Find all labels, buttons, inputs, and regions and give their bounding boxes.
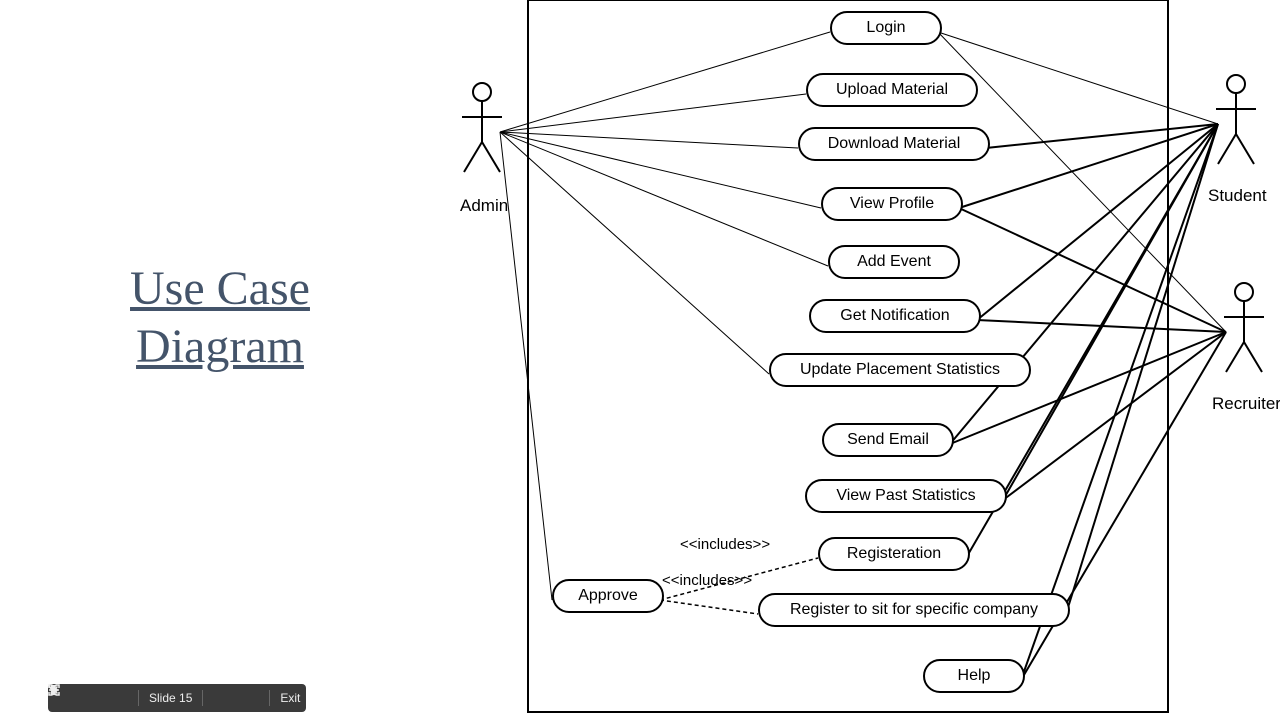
exit-button[interactable]: Exit xyxy=(280,691,300,705)
exit-button-label: Exit xyxy=(280,691,300,705)
usecase-approve: Approve xyxy=(552,579,664,613)
next-slide-button[interactable] xyxy=(110,689,128,707)
actor-label-admin: Admin xyxy=(460,196,508,216)
usecase-login: Login xyxy=(830,11,942,45)
usecase-help: Help xyxy=(923,659,1025,693)
actor-label-student: Student xyxy=(1208,186,1267,206)
slide-indicator-label: Slide 15 xyxy=(149,691,192,705)
gear-icon xyxy=(48,684,60,696)
fullscreen-button[interactable] xyxy=(213,689,231,707)
diagram-canvas: Use CaseDiagram LoginUpload MaterialDown… xyxy=(0,0,1280,720)
usecase-getnotif: Get Notification xyxy=(809,299,981,333)
usecase-updatestats: Update Placement Statistics xyxy=(769,353,1031,387)
settings-button[interactable] xyxy=(241,689,259,707)
usecase-sendemail: Send Email xyxy=(822,423,954,457)
usecase-viewpast: View Past Statistics xyxy=(805,479,1007,513)
usecase-download: Download Material xyxy=(798,127,990,161)
usecase-regcompany: Register to sit for specific company xyxy=(758,593,1070,627)
slide-indicator[interactable]: Slide 15 xyxy=(149,691,192,705)
edge-label-inc2: <<includes>> xyxy=(662,572,752,589)
play-button[interactable] xyxy=(82,689,100,707)
actor-label-recruiter: Recruiter xyxy=(1212,394,1280,414)
usecase-registration: Registeration xyxy=(818,537,970,571)
usecase-viewprofile: View Profile xyxy=(821,187,963,221)
presentation-toolbar: Slide 15 Exit xyxy=(48,684,306,712)
usecase-upload: Upload Material xyxy=(806,73,978,107)
usecase-addevent: Add Event xyxy=(828,245,960,279)
edge-label-inc1: <<includes>> xyxy=(680,536,770,553)
